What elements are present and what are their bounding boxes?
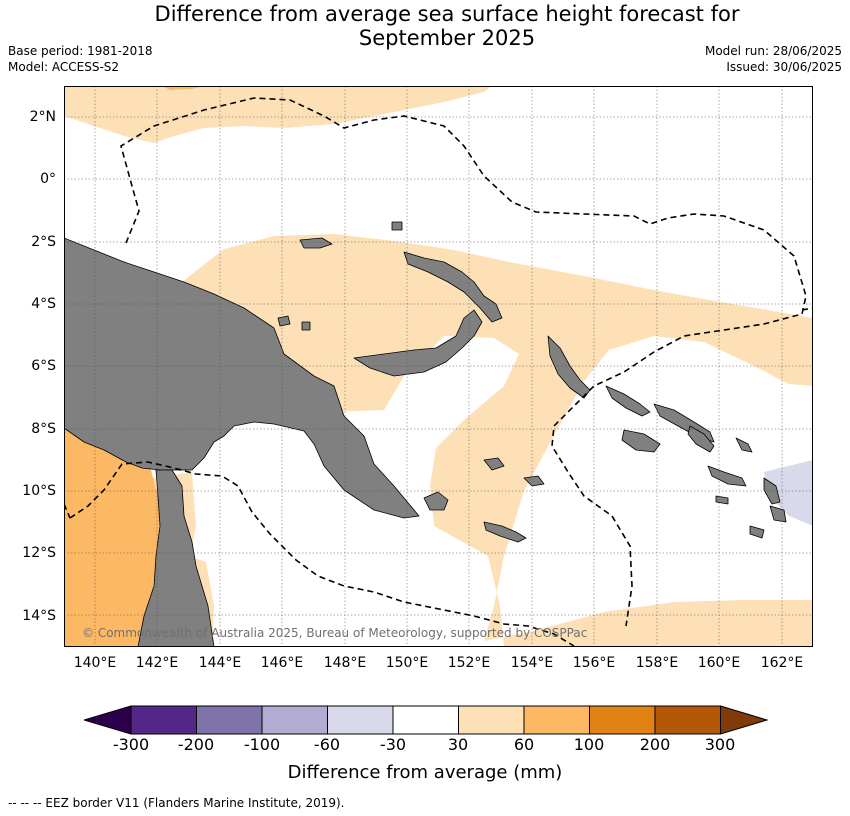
lon-tick-label: 150°E [385,655,429,671]
colorbar-title: Difference from average (mm) [287,762,563,783]
lat-tick-label: 10°S [22,483,56,499]
colorbar-label: 30 [447,735,469,754]
anomaly-region-central [182,234,813,647]
land-guadalcanal [621,429,661,453]
base-period: Base period: 1981-2018 [8,44,153,58]
eez-footnote: -- -- -- EEZ border V11 (Flanders Marine… [8,796,345,810]
lat-tick-label: 2°N [29,109,56,125]
anomaly-region-north [64,86,492,143]
land-mussau [391,221,403,231]
lon-tick-label: 144°E [198,655,242,671]
chart-title: Difference from average sea surface heig… [0,2,850,50]
land-cape-york [137,469,215,647]
colorbar-label: -200 [177,735,215,754]
colorbar-extend-high [720,705,769,735]
land-umboi [277,315,291,327]
anomaly-region-gulf-of-carpentaria [64,426,160,647]
colorbar-bin [458,706,524,734]
colorbar-bin [655,706,721,734]
lat-tick-label: 14°S [22,608,56,624]
colorbar-label: 60 [513,735,535,754]
lon-tick-label: 142°E [135,655,179,671]
map-panel [64,86,813,647]
colorbar [82,705,769,735]
eez-border-png [120,97,807,627]
eez-border-australia [69,461,575,647]
land-new-britain [353,309,483,377]
land-dentrecasteaux [423,491,449,511]
eez-border-solomon [801,307,813,311]
colorbar-svg [82,705,769,735]
land-choiseul [605,385,651,417]
land-makira [707,465,747,487]
model-run: Model run: 28/06/2025 [704,44,842,58]
lat-tick-label: 0° [40,171,56,187]
meta-left: Base period: 1981-2018 Model: ACCESS-S2 [8,43,153,75]
land-manus [299,237,333,249]
lon-tick-label: 160°E [697,655,741,671]
colorbar-label: 300 [704,735,736,754]
colorbar-bin [393,706,459,734]
lon-tick-label: 140°E [73,655,117,671]
lat-tick-label: 8°S [31,421,56,437]
colorbar-label: 100 [573,735,605,754]
colorbar-bin [262,706,328,734]
lon-tick-label: 156°E [572,655,616,671]
gridlines [64,86,813,647]
colorbar-bin [196,706,262,734]
lat-tick-label: 2°S [31,234,56,250]
lon-tick-label: 148°E [323,655,367,671]
lat-tick-label: 12°S [22,545,56,561]
copyright-notice: © Commonwealth of Australia 2025, Bureau… [82,626,588,640]
lat-tick-label: 6°S [31,358,56,374]
land-rennell [715,495,729,505]
colorbar-extend-low [82,705,132,735]
land-malaita [687,425,715,453]
issued-date: Issued: 30/06/2025 [726,60,842,74]
lon-tick-label: 162°E [760,655,804,671]
title-line-1: Difference from average sea surface heig… [154,2,740,26]
colorbar-bin [327,706,393,734]
land-louisiade [483,521,527,543]
lon-tick-label: 158°E [635,655,679,671]
lon-tick-label: 152°E [447,655,491,671]
colorbar-label: -300 [112,735,150,754]
land-karkar [301,321,311,331]
colorbar-bin [131,706,197,734]
land-temotu [749,525,765,539]
lon-tick-label: 146°E [260,655,304,671]
colorbar-dividers [130,705,721,735]
colorbar-label: -60 [313,735,341,754]
land-woodlark [523,475,545,487]
lon-tick-label: 154°E [510,655,554,671]
map-svg [64,86,813,647]
colorbar-label: -30 [379,735,407,754]
meta-right: Model run: 28/06/2025 Issued: 30/06/2025 [705,43,842,75]
colorbar-label: -100 [243,735,281,754]
lat-tick-label: 4°S [31,296,56,312]
land-trobriand [483,457,505,471]
land [64,221,787,647]
land-new-ireland [403,251,503,323]
model-name: Model: ACCESS-S2 [8,60,120,74]
land-santa-isabel-small [735,437,753,453]
colorbar-bin [589,706,655,734]
anomaly-region-solomon-east [764,460,813,526]
colorbar-label: 200 [639,735,671,754]
colorbar-bin [524,706,590,734]
map-frame [64,86,813,647]
title-line-2: September 2025 [358,26,536,50]
